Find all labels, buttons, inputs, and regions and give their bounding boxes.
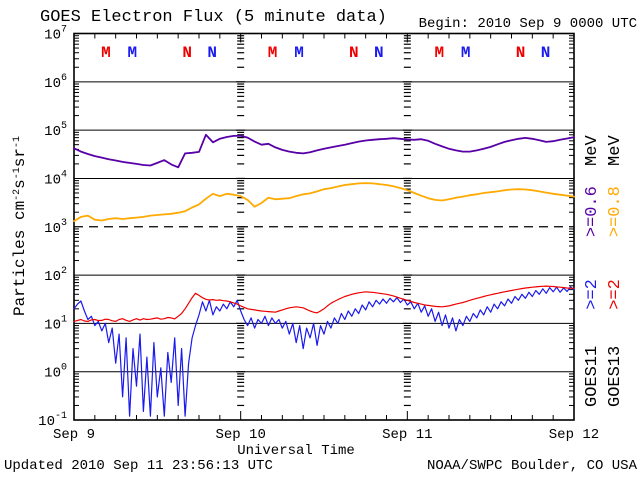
- x-tick-label: Sep 10: [215, 427, 265, 443]
- series-goes13-2-mev: [73, 285, 575, 322]
- legend-column: GOES13>=2>=0.8 MeV: [606, 135, 625, 407]
- y-tick-label: 104: [44, 169, 67, 188]
- y-tick-label: 103: [44, 218, 67, 237]
- gridlines: [74, 81, 574, 373]
- y-axis-labels: 107 106 105 104 103 102 101 100 10-1: [38, 25, 67, 431]
- y-axis-ticks: [74, 35, 574, 406]
- x-axis-ticks: [94, 33, 554, 420]
- marker-M: M: [128, 44, 138, 62]
- day-boundary-lines: [236, 35, 412, 407]
- series-goes11-0-6-mev: [73, 133, 575, 169]
- marker-M: M: [294, 44, 304, 62]
- legend-column: GOES11>=2>=0.6 MeV: [583, 135, 602, 407]
- y-axis-title-text: Particles cm-2s-1sr-1: [11, 136, 29, 316]
- y-tick-label: 106: [44, 73, 67, 92]
- x-tick-label: Sep 9: [53, 427, 95, 443]
- x-tick-label: Sep 12: [549, 427, 599, 443]
- y-tick-label: 10-1: [38, 411, 67, 430]
- marker-N: N: [207, 44, 217, 62]
- marker-N: N: [374, 44, 384, 62]
- x-tick-label: Sep 11: [382, 427, 432, 443]
- plot-frame: [73, 32, 575, 421]
- marker-M: M: [434, 44, 444, 62]
- x-axis-title: Universal Time: [237, 443, 355, 459]
- y-tick-label: 102: [44, 266, 67, 285]
- chart-title: GOES Electron Flux (5 minute data): [40, 8, 387, 27]
- y-tick-label: 101: [44, 314, 67, 333]
- marker-M: M: [268, 44, 278, 62]
- marker-N: N: [182, 44, 192, 62]
- x-axis-labels: Sep 9 Sep 10 Sep 11 Sep 12 Universal Time: [53, 427, 599, 459]
- y-tick-label: 107: [44, 25, 67, 44]
- series-goes11-2-mev: [73, 286, 575, 417]
- marker-N: N: [541, 44, 551, 62]
- marker-N: N: [349, 44, 359, 62]
- credit-label: NOAA/SWPC Boulder, CO USA: [426, 458, 637, 474]
- begin-timestamp-label: Begin: 2010 Sep 9 0000 UTC: [418, 16, 637, 32]
- y-tick-label: 105: [44, 121, 67, 140]
- series-goes13-0-8-mev: [73, 182, 575, 223]
- updated-timestamp-label: Updated 2010 Sep 11 23:56:13 UTC: [4, 458, 273, 474]
- marker-N: N: [516, 44, 526, 62]
- marker-M: M: [101, 44, 111, 62]
- marker-M: M: [461, 44, 471, 62]
- y-axis-title: Particles cm-2s-1sr-1: [11, 136, 29, 316]
- y-tick-label: 100: [44, 363, 67, 382]
